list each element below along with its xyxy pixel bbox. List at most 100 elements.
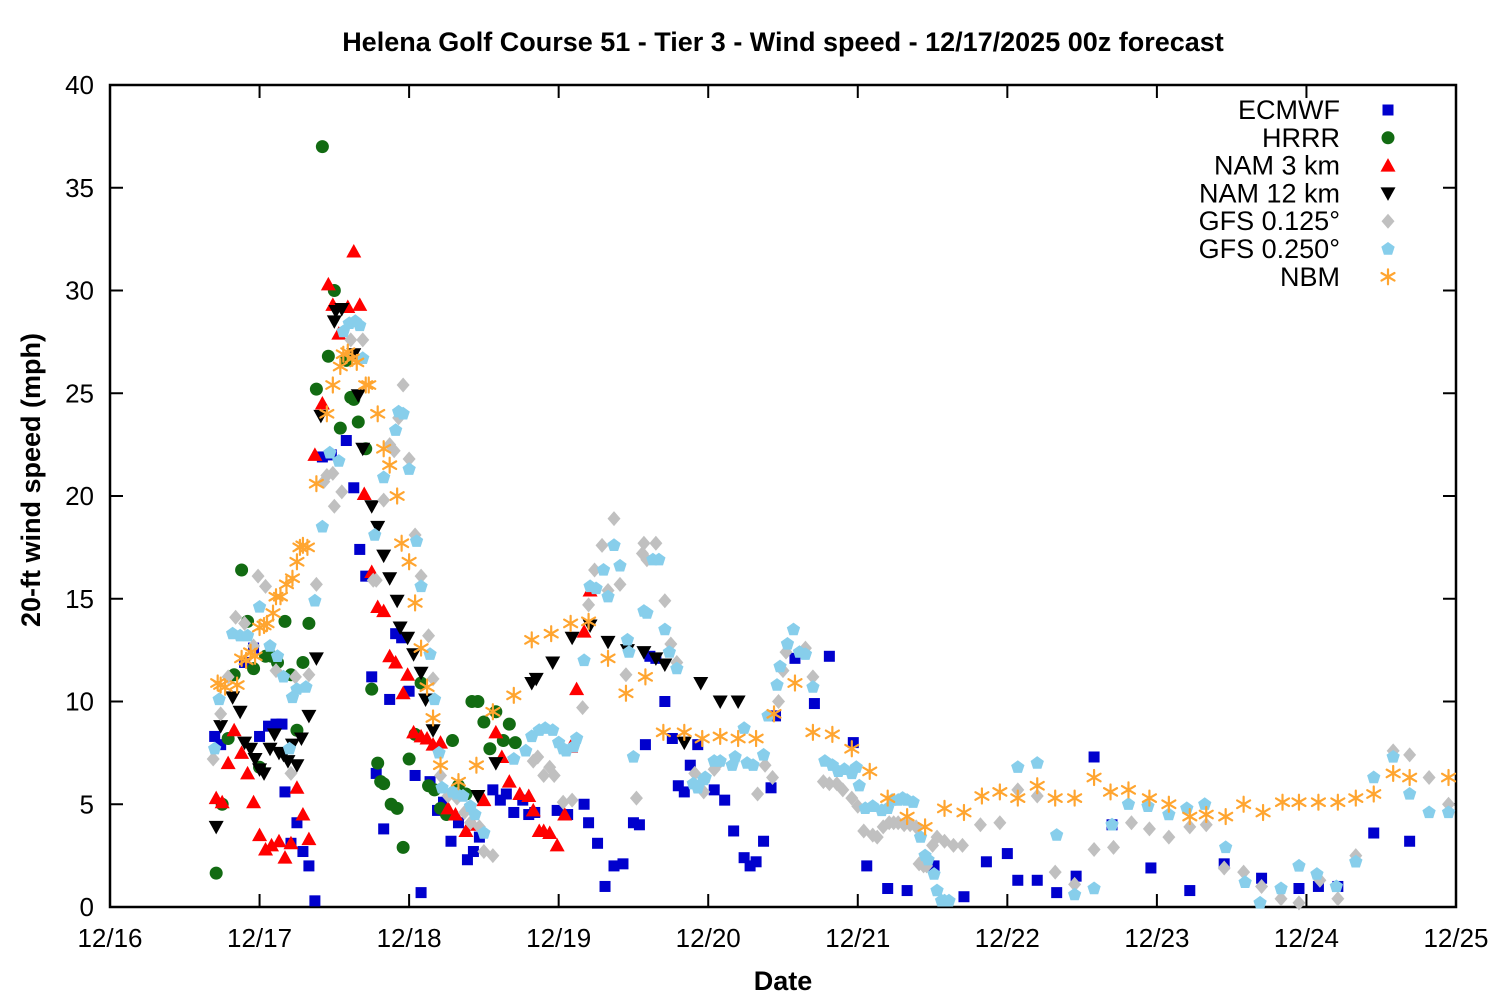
nbm-point <box>1218 807 1234 826</box>
nbm-point <box>394 534 410 552</box>
nam12km-point <box>289 759 305 773</box>
nbm-point <box>1255 803 1271 822</box>
series-nam12km <box>208 302 746 835</box>
hrrr-point <box>371 756 385 770</box>
nbm-point <box>432 756 449 774</box>
ecmwf-point <box>1312 880 1324 892</box>
ecmwf-point <box>847 737 859 749</box>
nbm-point <box>1274 793 1291 811</box>
nam12km-point <box>382 572 398 586</box>
gfs0125-point <box>229 609 243 625</box>
ecmwf-point <box>551 804 563 816</box>
gfs0250-point <box>282 741 297 755</box>
ecmwf-legend-marker <box>1382 104 1394 116</box>
gfs0250-point <box>1180 801 1194 814</box>
gfs0250-point <box>270 649 285 662</box>
gfs0125-point <box>946 837 960 853</box>
gfs0125-point <box>377 492 391 508</box>
gfs0250-point <box>806 680 820 693</box>
legend-entry-hrrr: HRRR <box>1262 123 1395 153</box>
nbm-point <box>361 376 377 394</box>
nbm-point <box>1141 789 1158 807</box>
nbm-point <box>862 762 878 780</box>
ecmwf-point <box>366 671 378 683</box>
gfs0125-point <box>619 667 633 683</box>
nam3km-point <box>569 681 585 696</box>
ecmwf-point <box>644 650 656 662</box>
x-tick-label: 12/21 <box>825 923 890 953</box>
gfs0250-point <box>773 659 787 673</box>
gfs0250-point <box>640 606 654 619</box>
ecmwf-point <box>750 856 762 868</box>
hrrr-point <box>315 140 329 154</box>
gfs0250-point <box>713 754 727 767</box>
gfs0250-point <box>1329 879 1343 893</box>
nbm-point <box>308 475 324 493</box>
nam12km-point <box>413 666 429 681</box>
gfs0250-point <box>1087 881 1101 895</box>
ecmwf-point <box>487 784 499 796</box>
nbm-point <box>376 440 392 458</box>
ecmwf-point <box>1145 862 1157 874</box>
x-tick-label: 12/19 <box>526 923 591 953</box>
y-tick-label: 15 <box>65 584 94 614</box>
nam12km-point <box>545 656 561 670</box>
nam3km-point <box>512 786 528 800</box>
ecmwf-point <box>599 880 611 892</box>
gfs0250-point <box>240 628 255 642</box>
gfs0125-point <box>845 790 859 806</box>
gfs0125-point <box>1331 891 1345 907</box>
gfs0250-point <box>477 826 491 839</box>
nbm-point <box>748 729 764 748</box>
nam3km-point <box>576 624 592 638</box>
nbm-point <box>730 729 746 748</box>
gfs0125-point <box>414 568 428 584</box>
nbm-point <box>1029 777 1045 795</box>
nam12km-point <box>350 389 366 403</box>
hrrr-point <box>477 715 491 729</box>
y-tick-label: 5 <box>80 789 94 819</box>
x-tick-label: 12/23 <box>1124 923 1189 953</box>
nam12km-point <box>256 767 272 781</box>
nbm-point <box>332 357 348 376</box>
gfs0250-point <box>423 647 437 660</box>
nam12km-point <box>334 302 350 317</box>
gfs0250-point <box>389 423 403 436</box>
ecmwf-point <box>354 543 366 555</box>
ecmwf-point <box>378 823 390 835</box>
nbm-point <box>1182 807 1198 826</box>
nbm-point <box>992 783 1008 801</box>
ecmwf-point <box>1051 887 1063 899</box>
gfs0250-point <box>396 406 410 420</box>
gfs0250-point <box>620 632 635 646</box>
gfs0125-point <box>326 465 340 481</box>
gfs0250-point <box>589 581 603 595</box>
gfs0125-point <box>836 782 850 798</box>
gfs0250-point <box>746 758 760 771</box>
gfs0250-point <box>402 462 416 475</box>
gfs0125-point <box>1107 839 1121 855</box>
ecmwf-point <box>719 794 731 806</box>
gfs0250-point <box>670 661 684 675</box>
gfs0250-point <box>208 741 222 755</box>
gfs0250-point <box>577 653 591 667</box>
gfs0250-point <box>728 750 742 763</box>
nam3km-point <box>557 807 573 821</box>
nbm-point <box>1291 793 1307 811</box>
nbm-point <box>1310 793 1327 811</box>
nam12km-point <box>213 720 229 734</box>
gfs0250-point <box>652 552 666 566</box>
nbm-point <box>824 725 840 743</box>
nbm-point <box>259 614 275 633</box>
nbm-point <box>524 631 540 649</box>
gfs0250-point <box>409 534 424 547</box>
ecmwf-point <box>396 632 408 644</box>
gfs0125-point <box>402 451 416 467</box>
legend-label-nam12km: NAM 12 km <box>1199 178 1340 208</box>
ecmwf-point <box>639 739 651 751</box>
hrrr-point <box>402 752 416 766</box>
nam12km-point <box>488 757 504 771</box>
gfs0250-point <box>613 558 627 572</box>
